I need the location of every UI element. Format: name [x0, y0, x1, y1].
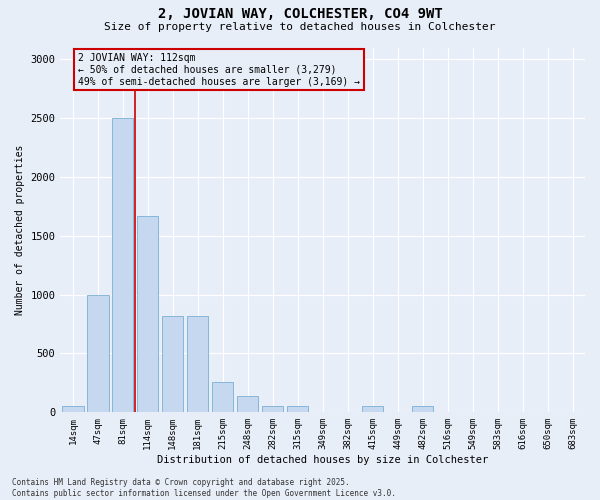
- Bar: [187, 316, 208, 412]
- Bar: [412, 406, 433, 412]
- Bar: [87, 294, 109, 412]
- Text: Contains HM Land Registry data © Crown copyright and database right 2025.
Contai: Contains HM Land Registry data © Crown c…: [12, 478, 396, 498]
- Bar: [62, 406, 83, 412]
- Bar: [237, 396, 259, 412]
- Bar: [212, 382, 233, 412]
- Bar: [137, 216, 158, 412]
- Text: 2, JOVIAN WAY, COLCHESTER, CO4 9WT: 2, JOVIAN WAY, COLCHESTER, CO4 9WT: [158, 8, 442, 22]
- Bar: [162, 316, 184, 412]
- X-axis label: Distribution of detached houses by size in Colchester: Distribution of detached houses by size …: [157, 455, 488, 465]
- Bar: [112, 118, 133, 412]
- Text: 2 JOVIAN WAY: 112sqm
← 50% of detached houses are smaller (3,279)
49% of semi-de: 2 JOVIAN WAY: 112sqm ← 50% of detached h…: [78, 54, 360, 86]
- Bar: [287, 406, 308, 412]
- Text: Size of property relative to detached houses in Colchester: Size of property relative to detached ho…: [104, 22, 496, 32]
- Bar: [362, 406, 383, 412]
- Y-axis label: Number of detached properties: Number of detached properties: [15, 144, 25, 315]
- Bar: [262, 406, 283, 412]
